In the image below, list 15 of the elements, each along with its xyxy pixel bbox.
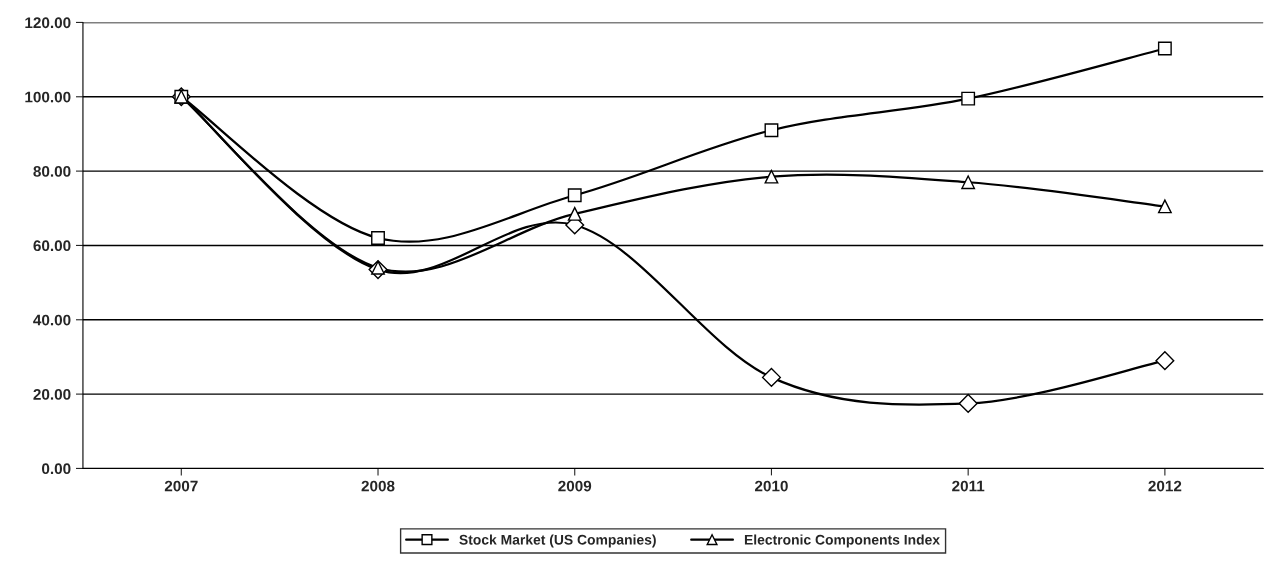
x-tick-label: 2007: [164, 480, 198, 492]
x-tick-label: 2008: [361, 480, 395, 492]
y-tick-label: 0.00: [42, 463, 71, 475]
x-tick-label: 2009: [558, 480, 592, 492]
legend-label: Electronic Components Index: [744, 534, 940, 548]
y-tick-label: 60.00: [33, 240, 71, 252]
y-tick-label: 100.00: [25, 91, 71, 103]
x-tick-label: 2012: [1148, 480, 1182, 492]
x-tick-label: 2010: [754, 480, 788, 492]
y-tick-label: 40.00: [33, 314, 71, 326]
y-tick-label: 80.00: [33, 165, 71, 177]
x-tick-label: 2011: [952, 480, 985, 492]
legend-label: Stock Market (US Companies): [459, 534, 656, 548]
y-tick-label: 120.00: [25, 17, 71, 29]
y-tick-label: 20.00: [33, 388, 71, 400]
